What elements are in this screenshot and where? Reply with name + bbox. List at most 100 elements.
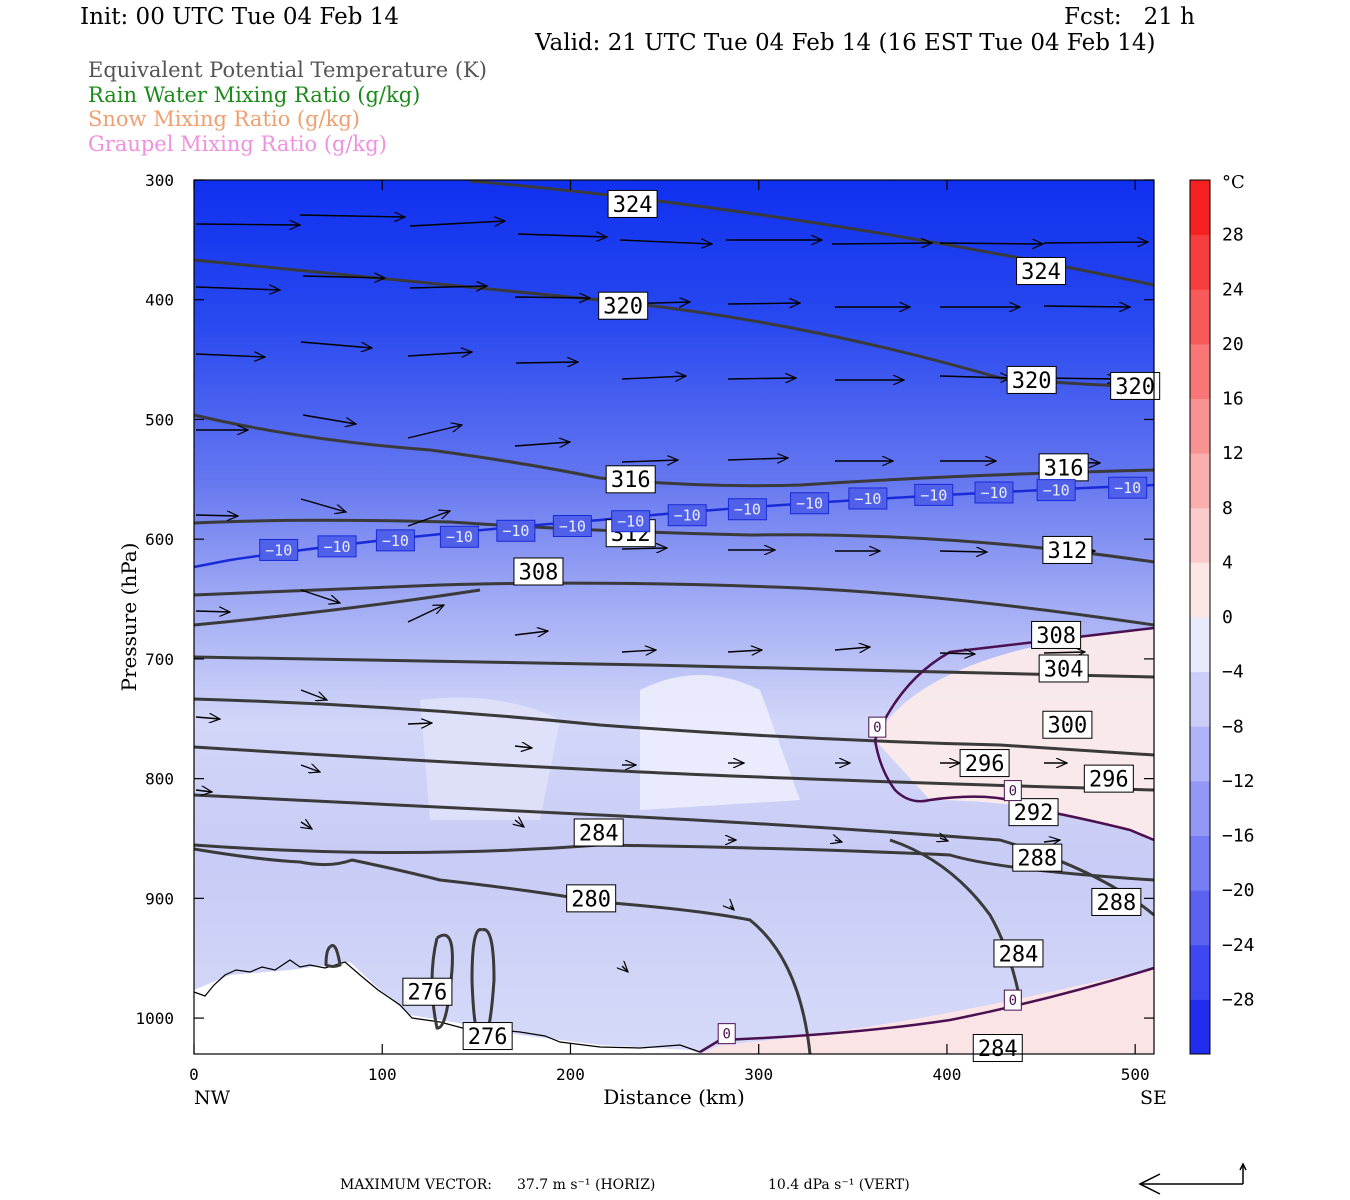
isotherm-minus-ten-label-text: −10 [559,517,586,535]
theta-e-label-text: 316 [1044,456,1084,481]
theta-e-label: 320 [1006,365,1057,394]
theta-e-label-text: 292 [1014,801,1054,826]
colorbar-band [1190,999,1210,1055]
isotherm-minus-ten-label: −10 [667,504,707,527]
theta-e-label-text: 284 [978,1037,1018,1062]
colorbar-tick-label: −24 [1222,935,1255,956]
isotherm-minus-ten-label: −10 [439,525,479,548]
theta-e-label-text: 296 [965,752,1005,777]
forecast-hour: Fcst: 21 h [1064,4,1195,30]
theta-e-label-text: 324 [613,193,653,218]
colorbar-tick-label: 4 [1222,552,1233,573]
colorbar-band [1190,944,1210,1000]
isotherm-minus-ten-label: −10 [914,483,954,506]
isotherm-minus-ten-label-text: −10 [796,495,823,513]
isotherm-minus-ten-label-text: −10 [920,486,947,504]
colorbar-band [1190,343,1210,399]
isotherm-minus-ten-label: −10 [259,538,299,561]
theta-e-label-text: 320 [1115,375,1155,400]
colorbar-tick-label: −12 [1222,771,1255,792]
valid-time: Valid: 21 UTC Tue 04 Feb 14 (16 EST Tue … [535,30,1156,56]
x-tick-label: 200 [556,1065,585,1084]
legend-graupel: Graupel Mixing Ratio (g/kg) [88,132,387,156]
isotherm-minus-ten-label-text: −10 [382,532,409,550]
colorbar-tick-label: 12 [1222,443,1244,464]
isotherm-minus-ten-label-text: −10 [1114,479,1141,497]
isotherm-minus-ten-label: −10 [848,487,888,510]
isotherm-minus-ten-label: −10 [552,515,592,538]
isotherm-minus-ten-label-text: −10 [502,522,529,540]
colorbar-tick-label: 8 [1222,498,1233,519]
isotherm-minus-ten-label-text: −10 [617,513,644,531]
theta-e-label: 308 [1031,620,1082,649]
isotherm-zero-label-text: 0 [873,720,881,736]
colorbar-tick-label: −8 [1222,716,1244,737]
theta-e-label: 284 [972,1034,1023,1063]
theta-e-label-text: 324 [1021,260,1061,285]
colorbar-band [1190,562,1210,618]
theta-e-label: 316 [1038,453,1089,482]
theta-e-label: 312 [1042,535,1093,564]
theta-e-label-text: 284 [999,942,1039,967]
isotherm-zero-label: 0 [1003,989,1022,1011]
colorbar-tick-label: 0 [1222,607,1233,628]
isotherm-zero-label: 0 [1003,780,1022,802]
theta-e-label: 296 [959,749,1010,778]
colorbar-tick-label: 20 [1222,334,1244,355]
isotherm-minus-ten-label-text: −10 [734,501,761,519]
max-vector-label: MAXIMUM VECTOR: [340,1177,492,1193]
isotherm-zero-label-text: 0 [722,1027,730,1043]
colorbar-tick-label: 28 [1222,225,1244,246]
x-tick-label: 500 [1121,1065,1150,1084]
x-axis-title: Distance (km) [603,1085,745,1109]
isotherm-zero-label-text: 0 [1009,784,1017,800]
theta-e-label: 284 [573,818,624,847]
theta-e-label: 276 [462,1022,513,1051]
max-vector-horiz: 37.7 m s⁻¹ (HORIZ) [517,1177,656,1193]
isotherm-minus-ten-label: −10 [1108,476,1148,499]
isotherm-minus-ten-label-text: −10 [265,541,292,559]
theta-e-label-text: 304 [1044,657,1084,682]
theta-e-label: 308 [513,557,564,586]
theta-e-label: 284 [993,939,1044,968]
theta-e-label: 288 [1091,887,1142,916]
theta-e-label-text: 288 [1017,847,1057,872]
theta-e-label: 300 [1042,710,1093,739]
isotherm-label-layer: −10 −10 −10 −10 −10 −10 −10 −10 −10 −10 −10 −10 −10 −… [259,476,1148,1045]
isotherm-zero-label: 0 [868,716,887,738]
isotherm-minus-ten-label: −10 [1036,479,1076,502]
theta-e-label-text: 284 [579,821,619,846]
reference-vector-icon [1138,1162,1247,1195]
y-axis-title: Pressure (hPa) [117,543,141,692]
colorbar-band [1190,453,1210,509]
theta-e-label-text: 316 [611,468,651,493]
colorbar-tick-label: −16 [1222,826,1255,847]
isotherm-minus-ten-label: −10 [375,529,415,552]
x-end-label-left: NW [194,1087,231,1109]
x-axis: 0 100 200 300 400 500 [189,180,1150,1084]
colorbar-band [1190,398,1210,454]
theta-e-label: 304 [1038,654,1089,683]
theta-e-label-text: 300 [1048,714,1088,739]
theta-e-label: 324 [607,189,658,218]
y-tick-label: 400 [145,291,174,310]
isotherm-minus-ten-label: −10 [974,481,1014,504]
x-tick-label: 300 [744,1065,773,1084]
isotherm-minus-ten-label-text: −10 [854,490,881,508]
theta-e-label-text: 308 [1036,624,1076,649]
theta-e-label: 292 [1008,798,1059,827]
theta-e-label-text: 276 [408,981,448,1006]
y-tick-label: 700 [145,650,174,669]
isotherm-zero-label: 0 [717,1023,736,1045]
x-end-label-right: SE [1140,1087,1167,1109]
theta-e-label-text: 296 [1089,768,1129,793]
y-tick-label: 300 [145,171,174,190]
theta-e-label-text: 320 [603,295,643,320]
y-tick-label: 900 [145,889,174,908]
y-tick-label: 500 [145,410,174,429]
plot-background [194,180,1154,1054]
theta-e-label: 316 [605,465,656,494]
theta-e-label: 324 [1016,256,1067,285]
isotherm-minus-ten-label: −10 [611,510,651,533]
